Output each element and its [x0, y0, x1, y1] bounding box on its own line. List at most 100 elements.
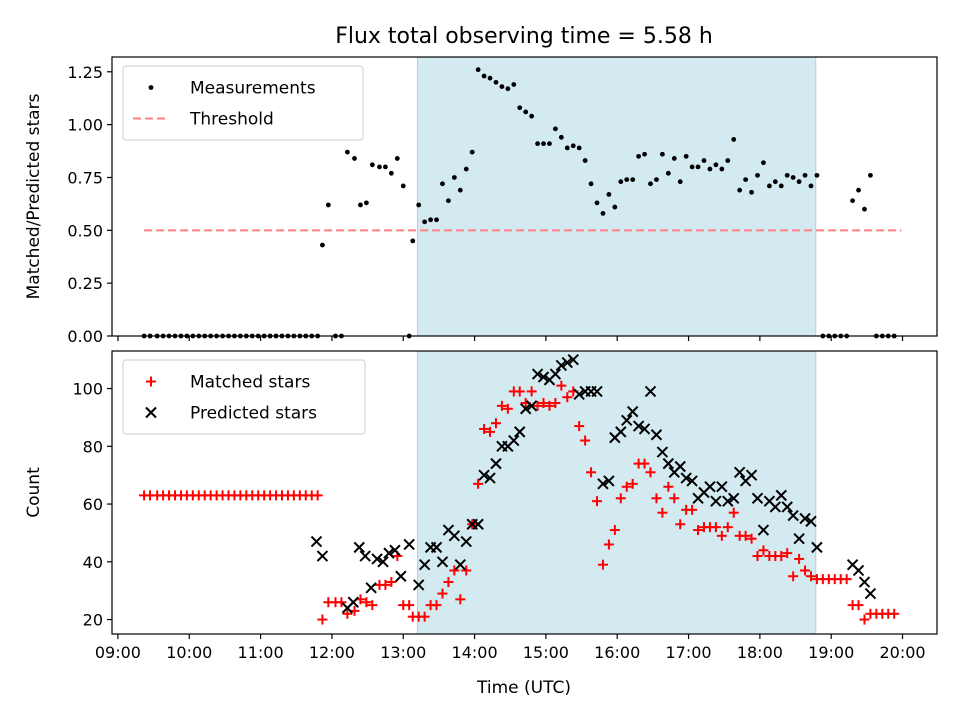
x-tick-label: 12:00	[309, 643, 355, 662]
data-point	[508, 434, 520, 447]
x-tick-label: 10:00	[166, 643, 212, 662]
data-point	[586, 467, 597, 478]
y-tick-label: 100	[72, 380, 103, 399]
data-point	[856, 187, 861, 193]
data-point	[656, 446, 669, 458]
data-point	[733, 466, 746, 478]
data-point	[603, 539, 614, 550]
data-point	[662, 457, 675, 470]
data-point	[558, 134, 564, 140]
data-point	[757, 524, 770, 536]
data-point	[864, 587, 877, 600]
data-point	[517, 105, 523, 111]
data-point	[514, 386, 525, 397]
data-point	[621, 481, 632, 492]
x-axis-label: Time (UTC)	[476, 678, 571, 698]
data-point	[473, 478, 484, 489]
data-point	[663, 481, 674, 492]
legend-marker	[148, 85, 154, 90]
data-point	[796, 179, 802, 185]
data-point	[475, 67, 481, 73]
data-point	[493, 79, 499, 85]
data-point	[371, 553, 383, 565]
data-point	[745, 469, 758, 481]
data-point	[651, 493, 662, 504]
data-point	[790, 175, 796, 180]
data-point	[562, 392, 573, 403]
data-point	[361, 597, 372, 608]
data-point	[665, 170, 671, 176]
data-point	[612, 204, 618, 210]
y-tick-label: 0.25	[67, 274, 103, 293]
data-point	[380, 579, 391, 590]
data-point	[505, 86, 511, 92]
data-point	[805, 515, 817, 528]
y-tick-label: 0.00	[67, 327, 103, 346]
data-point	[383, 164, 388, 170]
data-point	[377, 164, 382, 170]
data-point	[609, 525, 620, 536]
count-panel: 20 40 60 80 100 09:00 10:00 11:00 12:00 13:00 14:0…	[24, 350, 938, 662]
data-point	[490, 418, 501, 429]
data-point	[570, 143, 576, 149]
y-tick-label: 20	[83, 611, 103, 630]
data-point	[725, 158, 731, 163]
data-point	[484, 472, 496, 484]
data-point	[430, 541, 443, 554]
data-point	[687, 504, 698, 515]
data-point	[597, 478, 609, 490]
data-point	[556, 380, 567, 391]
y-tick-label: 60	[83, 495, 103, 514]
data-point	[627, 478, 638, 489]
data-point	[455, 594, 466, 605]
data-point	[394, 156, 400, 161]
legend-box	[122, 359, 366, 435]
data-point	[519, 403, 532, 415]
y-tick-label: 1.25	[67, 63, 103, 82]
data-point	[472, 518, 484, 530]
data-point	[383, 547, 395, 559]
data-point	[353, 541, 365, 554]
data-point	[704, 481, 716, 493]
data-point	[487, 75, 493, 81]
data-point	[363, 200, 369, 206]
data-point	[731, 137, 737, 142]
data-point	[367, 600, 378, 611]
data-point	[525, 400, 538, 412]
y-tick-label: 40	[83, 553, 103, 572]
data-point	[722, 522, 733, 533]
data-point	[496, 400, 507, 411]
data-point	[793, 532, 805, 545]
series-1	[139, 380, 900, 625]
data-point	[752, 551, 763, 562]
data-point	[395, 570, 407, 582]
legend-marker	[145, 406, 157, 419]
data-point	[713, 162, 719, 168]
data-point	[811, 541, 823, 554]
data-point	[469, 149, 475, 155]
data-point	[419, 611, 430, 622]
data-point	[769, 501, 782, 513]
data-point	[592, 496, 603, 507]
data-point	[436, 556, 449, 568]
data-point	[853, 600, 864, 611]
data-point	[850, 198, 855, 204]
data-point	[431, 600, 442, 611]
data-point	[800, 565, 811, 576]
data-point	[437, 588, 448, 599]
data-point	[481, 73, 487, 79]
data-point	[388, 170, 394, 176]
data-point	[776, 551, 787, 562]
data-point	[448, 530, 461, 542]
data-point	[710, 495, 722, 507]
data-point	[654, 177, 659, 182]
data-point	[889, 608, 900, 619]
data-point	[638, 423, 651, 435]
data-point	[377, 556, 389, 568]
x-tick-label: 15:00	[523, 643, 569, 662]
data-point	[485, 426, 496, 437]
data-point	[642, 151, 647, 157]
data-point	[675, 519, 686, 530]
data-point	[410, 238, 416, 244]
data-point	[386, 577, 397, 588]
